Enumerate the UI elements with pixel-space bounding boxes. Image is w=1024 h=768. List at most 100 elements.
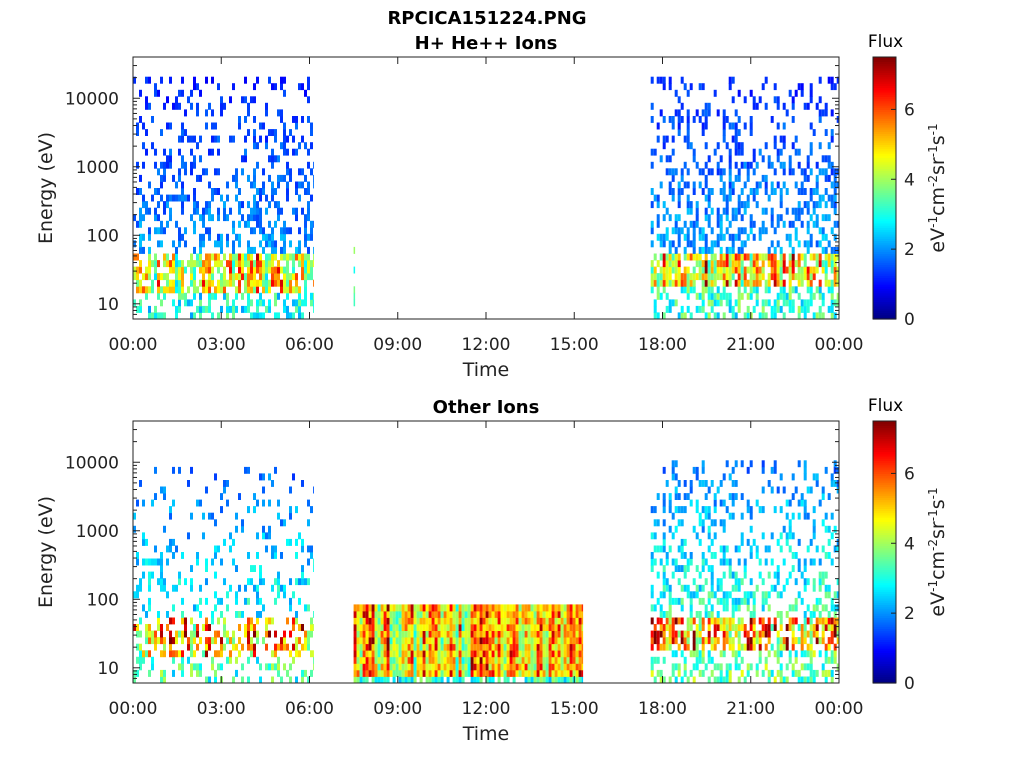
spectrogram-cell [274,630,277,638]
spectrogram-cell [223,643,226,651]
spectrogram-cell [256,279,259,287]
spectrogram-cell [539,663,543,671]
spectrogram-cell [518,611,522,618]
spectrogram-cell [677,597,681,605]
spectrogram-cell [241,525,244,533]
spectrogram-cell [238,116,241,123]
spectrogram-cell [695,611,699,618]
spectrogram-cell [728,630,732,638]
spectrogram-cell [728,273,732,281]
spectrogram-cell [674,109,678,117]
x-tick-label: 15:00 [550,699,599,719]
spectrogram-cell [680,174,684,182]
spectrogram-cell [172,466,175,474]
spectrogram-cell [806,486,810,494]
spectrogram-cell [713,260,717,268]
spectrogram-cell [803,466,807,474]
spectrogram-cell [359,624,363,631]
spectrogram-cell [806,578,810,586]
spectrogram-cell [812,558,816,566]
spectrogram-cell [767,650,771,658]
spectrogram-cell [821,519,825,527]
spectrogram-cell [238,260,241,268]
spectrogram-cell [734,174,738,182]
spectrogram-cell [704,122,708,130]
colorbar-tick-label: 4 [904,534,915,554]
spectrogram-cell [205,597,208,605]
spectrogram-cell [767,253,771,261]
spectrogram-cell [265,532,268,540]
spectrogram-cell [692,637,696,645]
spectrogram-cell [199,174,202,182]
spectrogram-cell [139,233,142,241]
spectrogram-cell [196,253,199,261]
spectrogram-cell [277,174,280,182]
spectrogram-cell [202,266,205,274]
colorbar-step [873,628,896,632]
spectrogram-cell [833,83,837,91]
spectrogram-cell [380,637,384,645]
spectrogram-cell [782,266,786,274]
spectrogram-cell [380,669,384,677]
spectrogram-cell [707,532,711,540]
spectrogram-cell [686,253,690,261]
spectrogram-cell [256,637,259,645]
spectrogram-cell [235,525,238,533]
spectrogram-cell [770,558,774,566]
spectrogram-cell [704,493,708,500]
spectrogram-cell [758,312,762,320]
spectrogram-cell [776,578,780,586]
spectrogram-cell [283,663,286,671]
spectrogram-cell [154,643,157,651]
spectrogram-cell [271,545,274,553]
spectrogram-cell [482,656,486,664]
spectrogram-cell [175,181,178,189]
spectrogram-cell [533,611,537,618]
spectrogram-cell [659,233,663,241]
spectrogram-cell [707,201,711,209]
spectrogram-cell [139,214,142,222]
spectrogram-cell [650,260,654,268]
spectrogram-cell [497,604,501,612]
spectrogram-cell [208,624,211,631]
spectrogram-cell [473,637,477,645]
spectrogram-cell [256,214,259,222]
spectrogram-cell [389,643,393,651]
y-tick-label: 10000 [65,89,119,109]
colorbar-step [873,120,896,124]
spectrogram-cell [737,116,741,123]
spectrogram-cell [815,545,819,553]
spectrogram-cell [794,656,798,664]
spectrogram-cell [404,650,408,658]
spectrogram-cell [704,181,708,189]
spectrogram-cell [238,266,241,274]
spectrogram-cell [133,214,136,222]
spectrogram-cell [506,676,510,684]
spectrogram-cell [289,129,292,136]
spectrogram-cell [743,227,747,235]
spectrogram-cell [434,611,438,618]
spectrogram-cell [199,135,202,143]
spectrogram-cell [175,194,178,202]
spectrogram-cell [812,676,816,684]
colorbar-step [873,608,896,612]
spectrogram-cell [295,506,298,514]
spectrogram-cell [359,650,363,658]
spectrogram-cell [509,611,513,618]
spectrogram-cell [401,604,405,612]
spectrogram-cell [286,253,289,261]
spectrogram-cell [707,597,711,605]
spectrogram-cell [539,604,543,612]
spectrogram-cell [665,617,669,625]
spectrogram-cell [770,273,774,281]
spectrogram-cell [160,312,163,320]
spectrogram-cell [746,266,750,274]
spectrogram-cell [181,155,184,163]
spectrogram-cell [283,227,286,235]
spectrogram-cell [794,214,798,222]
spectrogram-cell [235,591,238,599]
spectrogram-cell [545,669,549,677]
spectrogram-cell [686,273,690,281]
colorbar-step [873,231,896,235]
spectrogram-cell [190,299,193,307]
